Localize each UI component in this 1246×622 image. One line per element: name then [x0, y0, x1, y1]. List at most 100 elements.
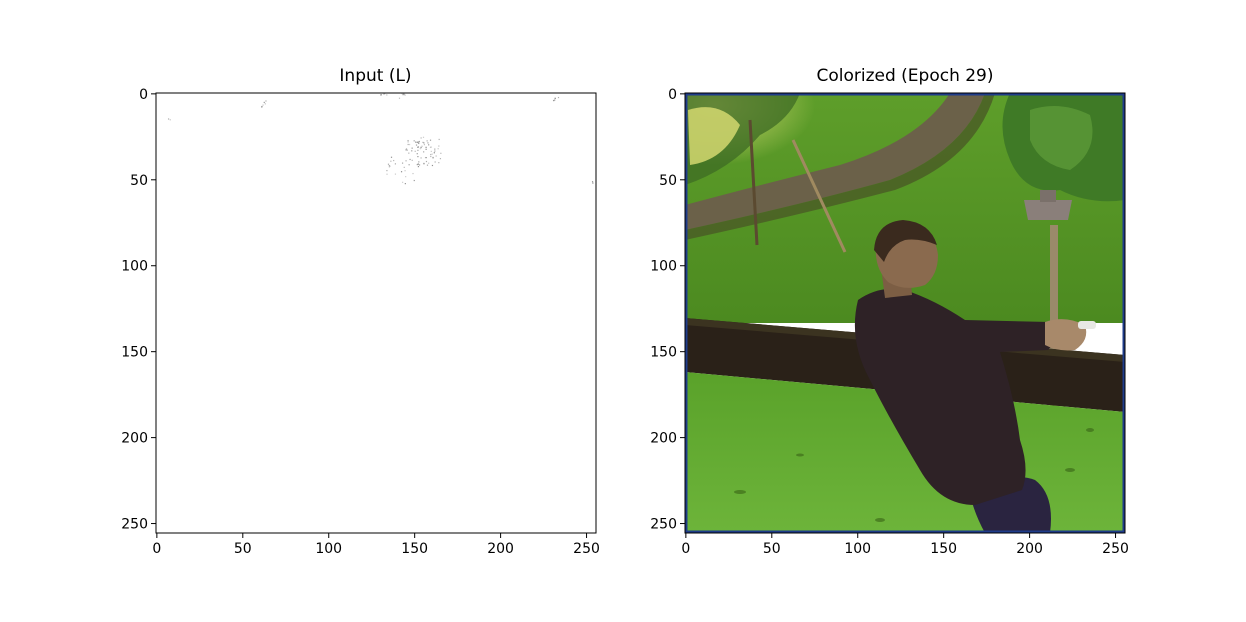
speckle	[415, 144, 418, 146]
speckle	[411, 159, 413, 161]
speckle	[431, 164, 434, 167]
speckle	[421, 145, 423, 147]
y-tick-label: 250	[121, 517, 148, 533]
x-tick-label: 150	[401, 541, 428, 557]
x-tick-label: 200	[487, 541, 514, 557]
speckle	[418, 164, 421, 166]
speckle	[418, 141, 420, 143]
input-panel: Input (L) 0 50 100 150 200 250 0 50 100 150 200 25…	[121, 66, 600, 557]
speckle	[417, 141, 419, 143]
speckle	[420, 147, 422, 149]
speckle	[592, 182, 594, 184]
speckle	[408, 152, 410, 154]
speckle	[438, 145, 440, 147]
sun-patch	[688, 107, 740, 165]
lamp-head	[1024, 200, 1072, 220]
speckle	[426, 164, 429, 166]
speckle	[423, 162, 425, 165]
speckle	[426, 140, 428, 142]
speckle	[416, 141, 418, 143]
colorized-axes-frame	[684, 92, 1126, 534]
speckle	[430, 146, 432, 148]
speckle	[383, 93, 385, 95]
y-tick-label: 150	[650, 345, 677, 361]
x-tick-label: 100	[315, 541, 342, 557]
lamp-post	[1050, 225, 1058, 410]
speckle	[425, 146, 427, 148]
path-edge	[685, 93, 995, 240]
input-panel-title: Input (L)	[339, 66, 411, 86]
x-tick-label: 50	[234, 541, 252, 557]
speckle	[388, 164, 390, 167]
man-hands	[1045, 319, 1087, 351]
speckle	[264, 103, 266, 105]
speckle	[425, 160, 428, 163]
speckle	[386, 169, 388, 172]
speckle	[393, 159, 395, 162]
speckle	[430, 150, 432, 153]
man-hair	[874, 220, 937, 262]
y-tick-label: 100	[650, 259, 677, 275]
speckle	[420, 157, 422, 159]
input-image	[156, 93, 596, 533]
speckle	[417, 146, 419, 148]
input-x-axis: 0 50 100 150 200 250	[152, 533, 600, 557]
speckle	[414, 150, 416, 152]
y-tick-label: 150	[121, 345, 148, 361]
speckle	[429, 139, 432, 141]
speckle	[429, 146, 432, 148]
speckle	[402, 93, 405, 95]
speckle	[262, 104, 264, 106]
speckle	[408, 164, 410, 166]
speckle	[386, 173, 388, 175]
speckle	[415, 141, 417, 143]
speckle	[404, 183, 406, 185]
speckle	[401, 93, 403, 95]
tree-trunk-diagonal	[791, 139, 847, 253]
speckle	[398, 97, 401, 99]
speckle	[416, 163, 418, 166]
speckle	[423, 144, 426, 146]
x-tick-label: 250	[573, 541, 600, 557]
speckle	[432, 157, 434, 159]
speckle	[401, 162, 404, 164]
x-tick-label: 200	[1016, 541, 1043, 557]
speckle	[420, 137, 422, 139]
speckle	[409, 158, 411, 161]
speckle	[432, 156, 434, 159]
speckle	[405, 176, 407, 178]
speckle	[387, 163, 390, 165]
colorized-panel-title: Colorized (Epoch 29)	[816, 66, 993, 86]
colorized-y-axis: 0 50 100 150 200 250	[650, 87, 685, 533]
speckle	[438, 162, 440, 164]
tree-foliage-highlight	[1030, 106, 1093, 170]
speckle	[416, 153, 418, 155]
speckle	[405, 149, 407, 151]
speckle	[435, 155, 437, 157]
input-y-axis: 0 50 100 150 200 250	[121, 87, 156, 533]
speckle	[394, 173, 397, 175]
speckle	[265, 100, 267, 102]
speckle	[417, 149, 419, 151]
x-tick-label: 100	[844, 541, 871, 557]
input-speckles	[167, 93, 594, 185]
speckle	[554, 97, 556, 99]
speckle	[433, 152, 435, 154]
speckle	[407, 141, 409, 143]
speckle	[425, 157, 427, 159]
colorized-image-border	[684, 92, 1126, 534]
speckle	[394, 163, 397, 165]
speckle	[417, 166, 420, 168]
y-tick-label: 50	[130, 173, 148, 189]
speckle	[263, 101, 265, 104]
speckle	[418, 161, 420, 163]
speckle	[389, 165, 391, 167]
speckle	[419, 146, 422, 148]
speckle	[388, 166, 390, 168]
speckle	[404, 170, 406, 172]
speckle	[422, 141, 424, 143]
speckle	[261, 106, 263, 108]
speckle	[434, 150, 436, 152]
speckle	[405, 148, 408, 150]
